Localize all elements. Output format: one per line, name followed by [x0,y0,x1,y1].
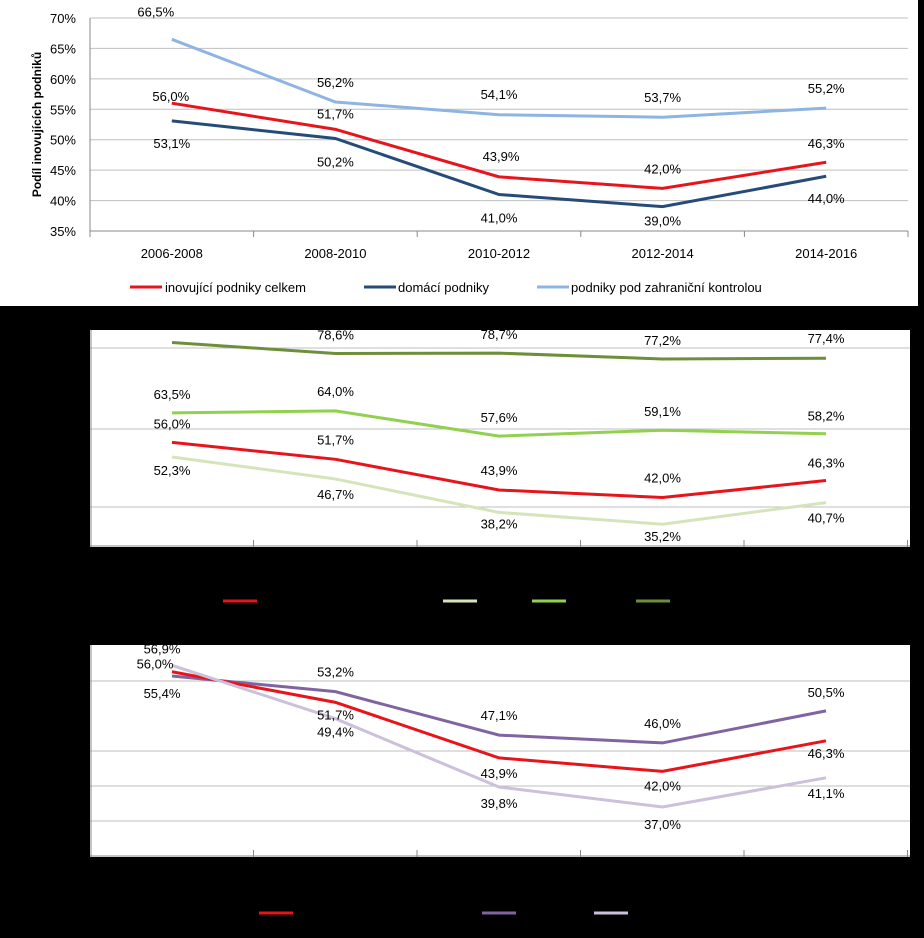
data-label: 35,2% [644,529,681,544]
chart-panel-2: 78,6% 78,7% 77,2% 77,4% 63,5% 64,0% 57,6% 59,1%… [90,330,910,547]
data-label: 54,1% [481,87,518,102]
y-tick-label: 70% [50,11,76,26]
data-label: 51,7% [317,432,354,447]
data-label: 78,6% [317,330,354,343]
data-label: 78,7% [481,330,518,342]
y-tick-label: 45% [50,163,76,178]
data-label: 39,0% [644,214,681,229]
y-tick-label: 40% [50,194,76,209]
series-line [171,119,827,209]
data-label: 58,2% [808,409,845,424]
data-label: 40,7% [808,511,845,526]
data-label: 43,9% [483,149,520,164]
series-line [171,409,827,438]
data-label: 56,9% [144,645,181,656]
data-label: 64,0% [317,384,354,399]
series-line [171,37,827,119]
series-line [171,440,827,499]
chart-panel-3: 55,4% 53,2% 47,1% 46,0% 50,5% 56,0% 51,7% 43,9%… [90,645,910,857]
data-label: 39,8% [481,796,518,811]
x-tick-label: 2012-2014 [632,246,694,261]
series-line [171,674,827,745]
data-label: 46,3% [808,456,845,471]
chart-2-svg: 78,6% 78,7% 77,2% 77,4% 63,5% 64,0% 57,6% 59,1%… [90,330,910,547]
series-line [171,663,827,809]
data-label: 49,4% [317,725,354,740]
y-tick-label: 60% [50,72,76,87]
data-label: 51,7% [317,707,354,722]
data-label: 46,3% [808,136,845,151]
data-label: 77,2% [644,333,681,348]
y-tick-label: 35% [50,224,76,239]
series-line [171,101,827,190]
data-label: 53,2% [317,665,354,680]
chart-panel-1: 35% 40% 45% 50% 55% 60% 65% 70% 2006-2008 2008-20… [0,0,918,306]
y-tick-label: 50% [50,133,76,148]
y-tick-label: 55% [50,102,76,117]
data-label: 52,3% [154,463,191,478]
data-label: 37,0% [644,817,681,832]
y-axis-title: Podíl inovujících podniků [30,52,44,197]
data-label: 38,2% [481,516,518,531]
data-label: 51,7% [317,106,354,121]
y-tick-label: 65% [50,41,76,56]
data-label: 55,2% [808,81,845,96]
x-tick-label: 2014-2016 [795,246,857,261]
legend-label: podniky pod zahraniční kontrolou [571,280,762,295]
series-line [171,670,827,773]
data-label: 42,0% [644,161,681,176]
data-label: 42,0% [644,470,681,485]
series-line [171,455,827,526]
data-label: 41,1% [808,786,845,801]
chart-1-svg: 35% 40% 45% 50% 55% 60% 65% 70% 2006-2008 2008-20… [30,4,909,295]
data-label: 63,5% [154,387,191,402]
data-label: 46,3% [808,746,845,761]
x-tick-label: 2008-2010 [304,246,366,261]
data-label: 46,7% [317,487,354,502]
data-label: 46,0% [644,716,681,731]
data-label: 47,1% [481,708,518,723]
chart-3-svg: 55,4% 53,2% 47,1% 46,0% 50,5% 56,0% 51,7% 43,9%… [90,645,910,857]
x-tick-label: 2010-2012 [468,246,530,261]
data-label: 41,0% [481,210,518,225]
data-label: 42,0% [644,778,681,793]
data-label: 53,1% [153,136,190,151]
data-label: 50,5% [808,685,845,700]
data-label: 56,0% [137,657,174,672]
data-label: 43,9% [481,463,518,478]
data-label: 43,9% [481,766,518,781]
series-line [171,340,827,361]
legend-label: inovující podniky celkem [165,280,306,295]
data-label: 55,4% [144,686,181,701]
data-label: 59,1% [644,404,681,419]
x-tick-label: 2006-2008 [141,246,203,261]
data-label: 56,0% [154,416,191,431]
data-label: 56,0% [152,89,189,104]
data-label: 77,4% [808,331,845,346]
data-label: 44,0% [808,191,845,206]
data-label: 50,2% [317,154,354,169]
chart-3-legend [259,911,628,915]
data-label: 66,5% [137,4,174,19]
data-label: 53,7% [644,90,681,105]
chart-2-legend [223,599,670,603]
legend-label: domácí podniky [398,280,490,295]
data-label: 57,6% [481,410,518,425]
data-label: 56,2% [317,75,354,90]
